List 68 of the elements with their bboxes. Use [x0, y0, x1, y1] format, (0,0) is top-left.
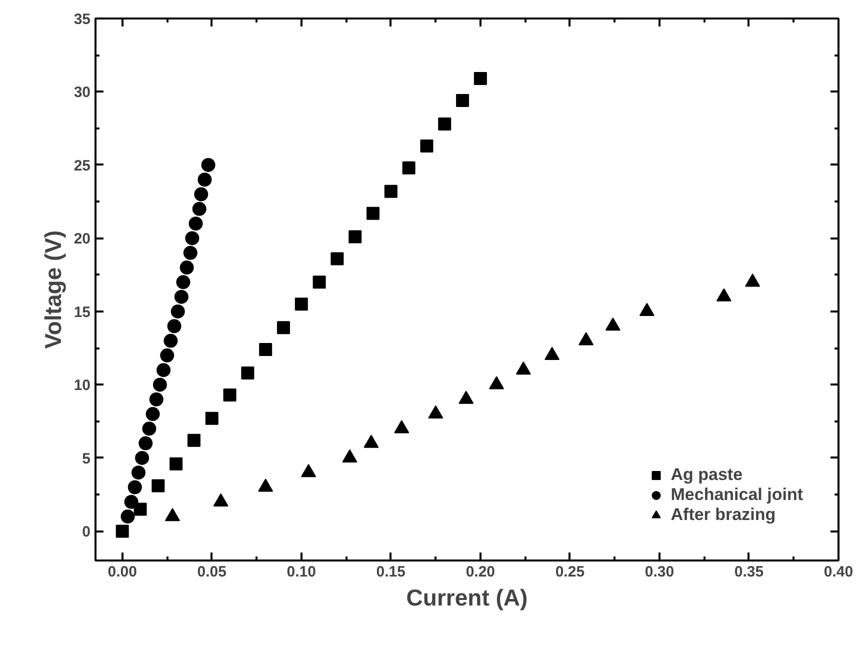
point — [156, 363, 171, 378]
x-tick-label: 0.30 — [644, 564, 674, 580]
point — [170, 304, 185, 318]
point — [348, 230, 362, 244]
x-tick-label: 0.05 — [197, 564, 226, 580]
x-tick-label: 0.00 — [108, 564, 137, 580]
x-axis-title: Current (A) — [406, 584, 528, 610]
point — [241, 366, 254, 380]
point — [185, 231, 200, 246]
point — [183, 246, 198, 260]
point — [259, 343, 272, 356]
y-tick-label: 15 — [74, 304, 91, 321]
point — [187, 434, 200, 447]
y-tick-label: 35 — [74, 11, 91, 28]
point — [198, 172, 212, 187]
y-axis-title: Voltage (V) — [40, 230, 66, 349]
point — [138, 436, 153, 450]
y-tick-label: 20 — [74, 230, 91, 248]
point — [176, 275, 190, 290]
point — [384, 184, 398, 198]
point — [456, 94, 470, 108]
y-tick-label: 10 — [74, 377, 91, 394]
point — [205, 412, 218, 425]
x-tick-label: 0.20 — [466, 564, 496, 580]
y-tick-label: 5 — [82, 450, 90, 468]
point — [294, 298, 308, 311]
point — [128, 480, 142, 494]
point — [276, 321, 290, 334]
point — [149, 392, 164, 406]
point — [194, 187, 208, 202]
point — [180, 260, 194, 275]
point — [174, 290, 188, 304]
legend-label: Mechanical joint — [670, 485, 803, 505]
y-tick-label: 25 — [74, 157, 91, 174]
point — [164, 334, 178, 348]
x-tick-label: 0.25 — [555, 564, 585, 580]
point — [312, 276, 326, 289]
point — [330, 252, 344, 266]
point — [120, 510, 135, 524]
x-tick-label: 0.10 — [286, 564, 316, 580]
x-tick-label: 0.40 — [824, 564, 854, 580]
legend-label: After brazing — [670, 505, 776, 525]
point — [402, 161, 416, 174]
point — [474, 72, 487, 86]
y-tick-label: 30 — [74, 84, 91, 102]
point — [152, 378, 167, 392]
point — [116, 524, 129, 538]
x-tick-label: 0.35 — [734, 564, 764, 580]
point — [201, 158, 216, 172]
point — [146, 407, 160, 421]
point — [124, 494, 138, 509]
x-tick-label: 0.15 — [376, 564, 406, 580]
point — [142, 422, 156, 436]
point — [170, 457, 183, 470]
point — [167, 319, 182, 334]
point — [134, 502, 147, 516]
legend-label: Ag paste — [670, 465, 743, 485]
point — [188, 216, 203, 231]
point — [192, 202, 206, 216]
point — [438, 117, 452, 130]
y-tick-label: 0 — [82, 524, 90, 541]
point — [160, 348, 174, 362]
point — [366, 206, 380, 220]
point — [223, 388, 236, 402]
point — [135, 450, 150, 465]
point — [152, 479, 165, 492]
point — [420, 139, 434, 152]
point — [131, 466, 146, 480]
